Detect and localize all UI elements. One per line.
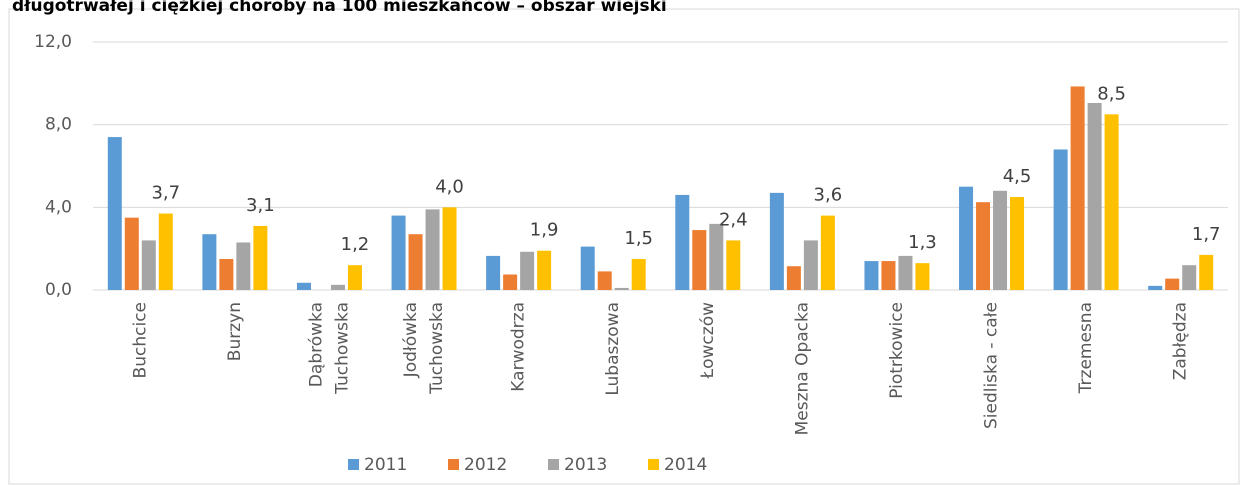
x-tick-label: Trzemesna	[1076, 302, 1096, 394]
bar	[486, 255, 501, 290]
chart-frame	[8, 8, 1240, 485]
bar	[803, 240, 818, 290]
bar	[202, 234, 217, 290]
x-tick-label: Zabłędza	[1171, 302, 1191, 380]
bar	[520, 251, 535, 290]
bar	[881, 261, 896, 290]
x-tick-label: Siedliska - całe	[982, 302, 1002, 429]
bar	[219, 259, 234, 290]
bar	[709, 223, 724, 290]
bar	[537, 250, 552, 290]
value-label: 8,5	[1097, 83, 1126, 104]
y-tick-label: 12,0	[34, 32, 72, 52]
bar	[1104, 114, 1119, 290]
legend-label: 2014	[664, 455, 707, 475]
y-tick-label: 0,0	[45, 280, 72, 300]
bar	[580, 246, 595, 290]
legend-label: 2011	[364, 455, 407, 475]
bar	[631, 259, 646, 290]
bar	[1087, 102, 1102, 290]
x-tick-label: Meszna Opacka	[792, 302, 812, 435]
value-label: 1,2	[341, 234, 370, 255]
x-tick-label: Jodłówka Tuchowska	[401, 302, 447, 395]
bar	[675, 194, 690, 290]
x-tick-label: Burzyn	[225, 302, 245, 361]
bar	[1182, 265, 1197, 290]
bar	[864, 261, 879, 290]
bar	[503, 274, 518, 290]
x-tick-label: Łowczów	[698, 302, 718, 380]
bar	[347, 265, 362, 290]
legend-swatch	[548, 459, 559, 470]
bar	[1148, 285, 1163, 290]
value-label: 1,7	[1192, 224, 1221, 245]
bar	[141, 240, 156, 290]
value-label: 1,3	[908, 232, 937, 253]
bar	[769, 192, 784, 290]
legend-swatch	[448, 459, 459, 470]
bar	[1010, 197, 1025, 290]
bar	[976, 202, 991, 290]
y-tick-label: 4,0	[45, 197, 72, 217]
bar	[124, 217, 139, 290]
legend-swatch	[648, 459, 659, 470]
value-label: 4,0	[435, 176, 464, 197]
bar	[391, 215, 406, 290]
x-tick-label: Karwodrza	[509, 302, 529, 392]
legend-swatch	[348, 459, 359, 470]
x-tick-label: Piotrkowice	[887, 302, 907, 399]
bar	[253, 225, 268, 290]
legend-label: 2013	[564, 455, 607, 475]
y-tick-label: 8,0	[45, 115, 72, 135]
bar	[158, 213, 173, 290]
bar	[1053, 149, 1068, 290]
bar	[296, 282, 311, 290]
bar	[915, 263, 930, 290]
chart-title: długotrwałej i ciężkiej choroby na 100 m…	[12, 0, 667, 16]
value-label: 3,7	[151, 183, 180, 204]
bar	[692, 230, 707, 290]
x-tick-label: Dąbrówka Tuchowska	[306, 302, 352, 395]
value-label: 3,1	[246, 195, 275, 216]
bar	[1070, 86, 1085, 290]
bar	[820, 215, 835, 290]
bar	[614, 287, 629, 290]
bar	[597, 271, 612, 290]
bar	[236, 242, 251, 290]
bar	[1199, 254, 1214, 290]
bar	[1165, 278, 1180, 290]
bar	[993, 190, 1008, 290]
bar	[959, 186, 974, 290]
bar	[442, 207, 457, 290]
bar	[726, 240, 741, 290]
bar	[107, 137, 122, 290]
value-label: 2,4	[719, 209, 748, 230]
x-tick-label: Lubaszowa	[603, 302, 623, 396]
bar	[786, 266, 801, 290]
bar	[330, 284, 345, 290]
value-label: 3,6	[814, 185, 843, 206]
bar	[408, 234, 423, 290]
x-tick-label: Buchcice	[130, 302, 150, 378]
value-label: 1,9	[530, 220, 559, 241]
bar	[898, 255, 913, 290]
legend-label: 2012	[464, 455, 507, 475]
value-label: 1,5	[624, 228, 653, 249]
bar	[425, 209, 440, 290]
value-label: 4,5	[1003, 166, 1032, 187]
